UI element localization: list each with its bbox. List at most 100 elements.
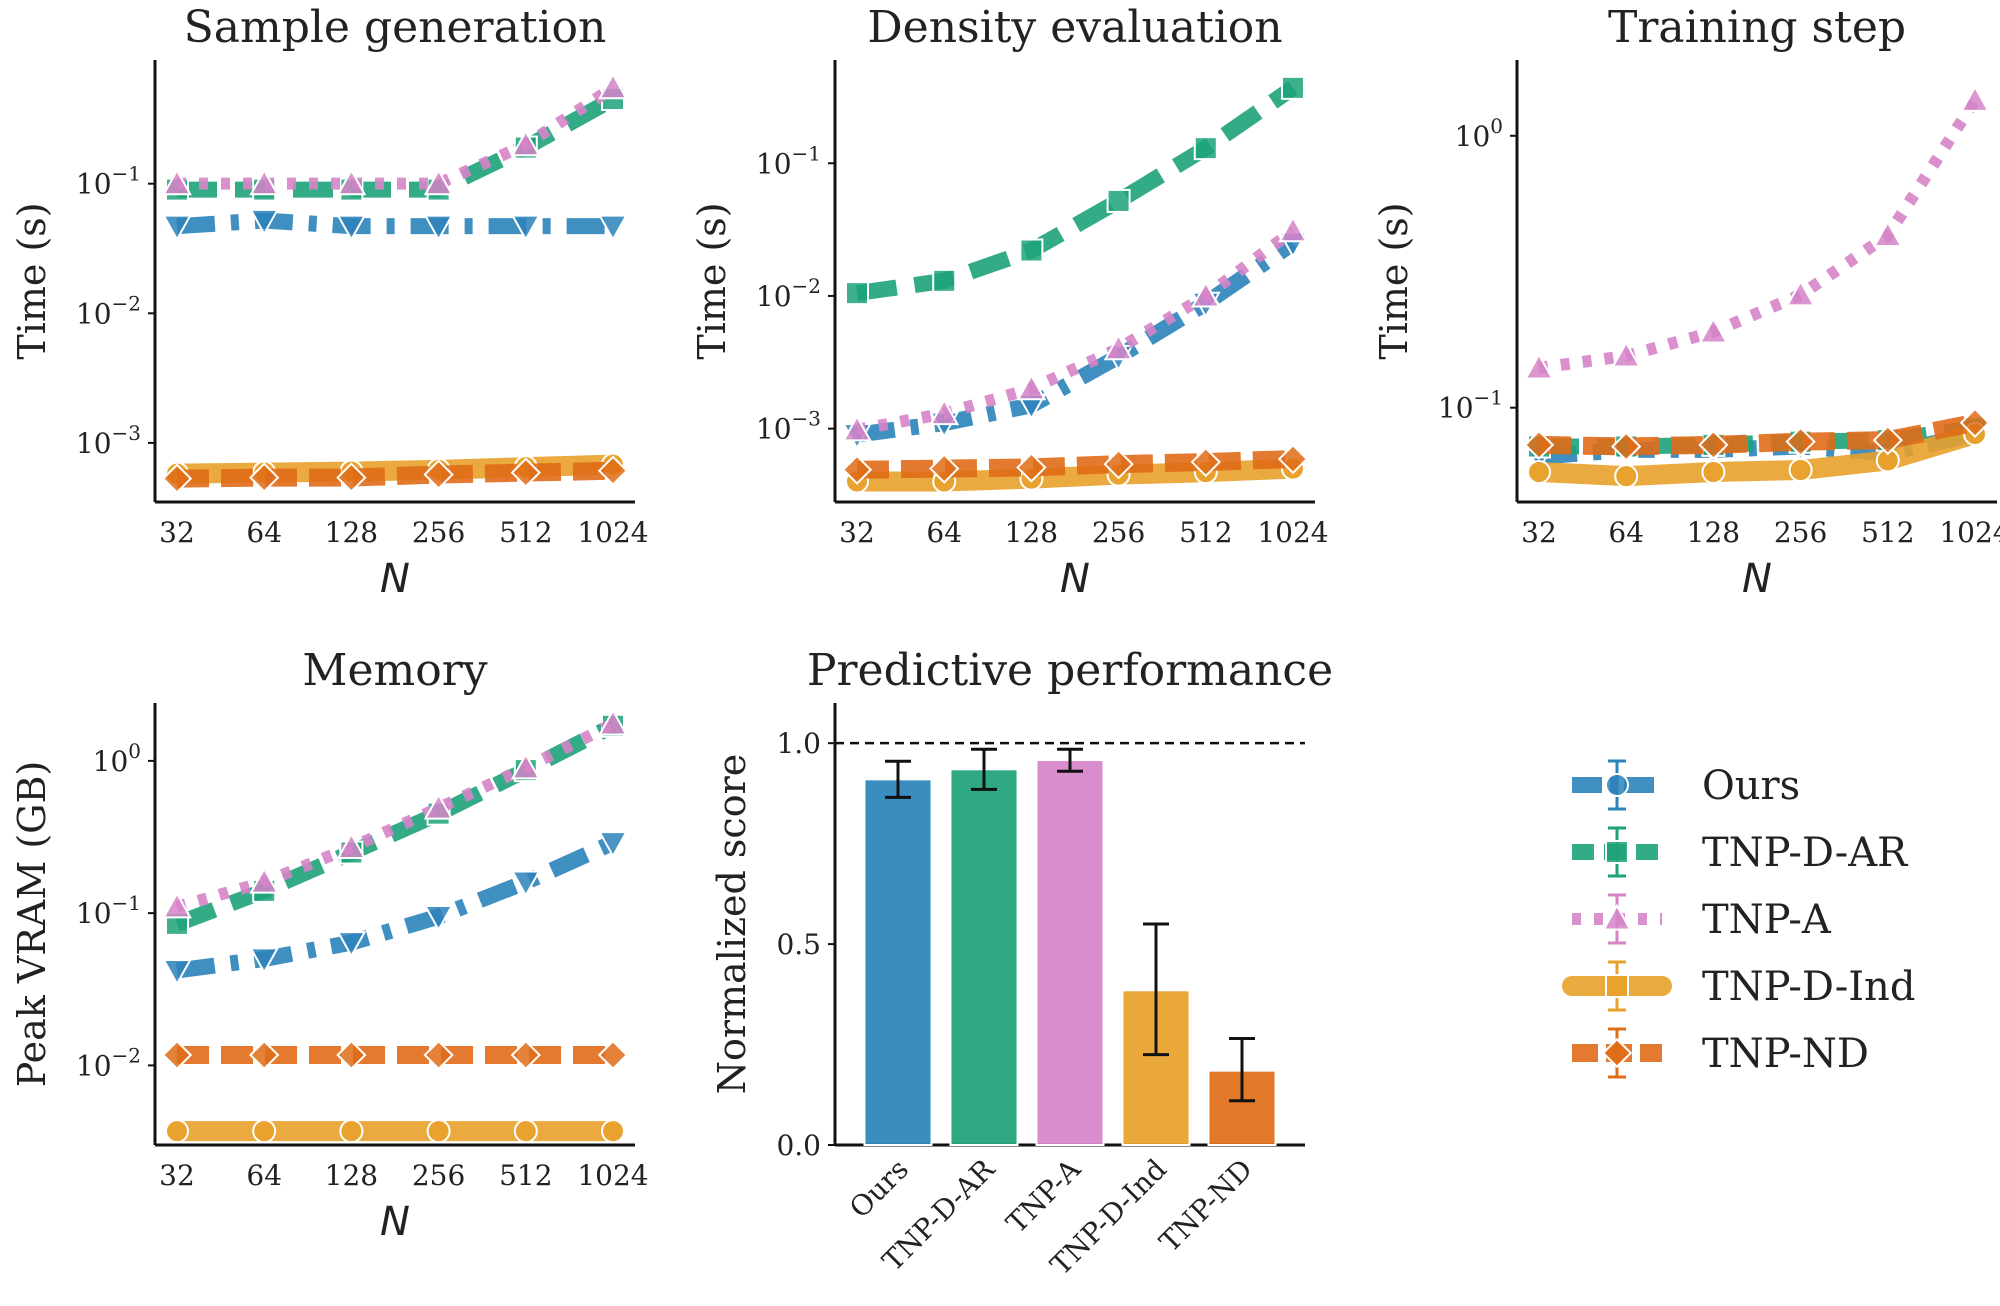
data-point (162, 958, 192, 986)
data-point (1698, 316, 1729, 344)
y-axis-label: Time (s) (690, 202, 734, 359)
data-point (598, 708, 628, 736)
series-line (855, 236, 1298, 443)
data-point (597, 1039, 629, 1071)
x-tick-label: 32 (159, 516, 195, 549)
series-tnp_a (842, 215, 1308, 442)
data-point (1106, 188, 1131, 213)
x-tick-label: 256 (1774, 516, 1827, 549)
series-line (175, 718, 616, 913)
data-point (1785, 279, 1816, 307)
series-ours (162, 208, 628, 242)
data-point (162, 214, 192, 242)
panel-title: Training step (1608, 2, 1906, 53)
data-point (1872, 220, 1903, 248)
data-point (249, 168, 280, 196)
legend-item-tnp_a: TNP-A (1572, 893, 1832, 945)
legend-marker (1605, 773, 1629, 797)
y-tick-label: 10−1 (1438, 386, 1503, 425)
series-line (855, 225, 1297, 436)
x-axis-label: N (1060, 556, 1090, 602)
y-tick-label: 10−3 (76, 421, 141, 460)
series-line (1538, 413, 1977, 456)
data-point (932, 268, 957, 293)
y-tick-label: 100 (1455, 114, 1503, 153)
data-point (597, 455, 629, 486)
legend-marker (1601, 1037, 1633, 1069)
panel-memory: Memory 10−2 10−1 100 32 64 128 256 512 1024 N Peak … (10, 645, 649, 1245)
data-point (423, 214, 454, 242)
y-tick-label: 10−2 (76, 1043, 141, 1082)
data-point (1019, 238, 1044, 263)
data-point (1872, 424, 1903, 456)
x-tick-label: 128 (1005, 516, 1058, 549)
data-point (252, 1119, 277, 1144)
data-point (1959, 407, 1991, 438)
x-tick-label: TNP-ND (1153, 1153, 1259, 1259)
y-tick-label: 10−2 (76, 291, 141, 330)
x-tick-label: 256 (412, 516, 465, 549)
data-point (510, 870, 541, 898)
y-tick-label: 10−1 (756, 141, 821, 180)
x-tick-label: 512 (499, 1159, 552, 1192)
series-line (855, 81, 1298, 302)
data-point (336, 1039, 367, 1071)
data-point (1103, 333, 1134, 361)
series-tnp_a (162, 72, 628, 196)
legend-item-tnp_d_ar: TNP-D-AR (1572, 826, 1909, 878)
data-point (1190, 446, 1221, 478)
data-point (1611, 340, 1642, 368)
series-line (177, 82, 617, 190)
series-ours (162, 831, 628, 986)
y-tick-label: 100 (93, 739, 141, 778)
data-point (1698, 429, 1729, 461)
legend-marker (1602, 903, 1632, 931)
x-tick-label: 1024 (1257, 516, 1328, 549)
data-point (1277, 443, 1309, 475)
y-tick-label: 10−3 (756, 407, 821, 446)
data-point (162, 168, 192, 196)
y-tick-label: 1.0 (776, 727, 821, 760)
data-point (1278, 215, 1308, 243)
panel-density-evaluation: Density evaluation 10−3 10−2 10−1 32 64 128 256… (690, 2, 1329, 602)
series-tnp_d_ar (165, 713, 625, 936)
data-point (1523, 429, 1555, 461)
y-axis-label: Normalized score (710, 754, 754, 1095)
data-point (598, 72, 628, 100)
legend-label: TNP-D-AR (1702, 830, 1909, 876)
series-tnp_nd (161, 1039, 629, 1071)
data-point (845, 281, 869, 306)
data-point (1785, 426, 1816, 457)
data-point (929, 398, 960, 426)
series-ours (842, 231, 1308, 450)
x-tick-label: 32 (1521, 516, 1557, 549)
data-point (1016, 373, 1047, 401)
x-tick-label: 1024 (1939, 516, 2000, 549)
bar-tnp_d_ar (949, 768, 1019, 1146)
x-tick-label: 256 (412, 1159, 465, 1192)
data-point (1193, 136, 1218, 161)
series-tnp_d_ind (1527, 422, 1987, 489)
data-point (162, 891, 192, 919)
data-point (423, 792, 454, 820)
data-point (336, 214, 367, 242)
data-point (601, 1119, 625, 1144)
data-point (1611, 431, 1642, 462)
x-tick-label: 64 (246, 516, 282, 549)
data-point (510, 1039, 541, 1071)
panel-title: Memory (302, 645, 487, 696)
data-point (336, 168, 367, 196)
y-tick-label: 0.5 (776, 928, 821, 961)
x-tick-label: 32 (159, 1159, 195, 1192)
legend-item-ours: Ours (1572, 759, 1800, 811)
data-point (598, 831, 628, 858)
data-point (249, 208, 280, 236)
series-tnp_d_ar (165, 87, 625, 202)
data-point (598, 214, 628, 242)
x-axis-label: N (380, 556, 410, 602)
x-tick-label: 1024 (577, 516, 648, 549)
panel-title: Sample generation (184, 2, 607, 53)
data-point (1103, 448, 1134, 480)
legend-item-tnp_nd: TNP-ND (1572, 1027, 1869, 1079)
